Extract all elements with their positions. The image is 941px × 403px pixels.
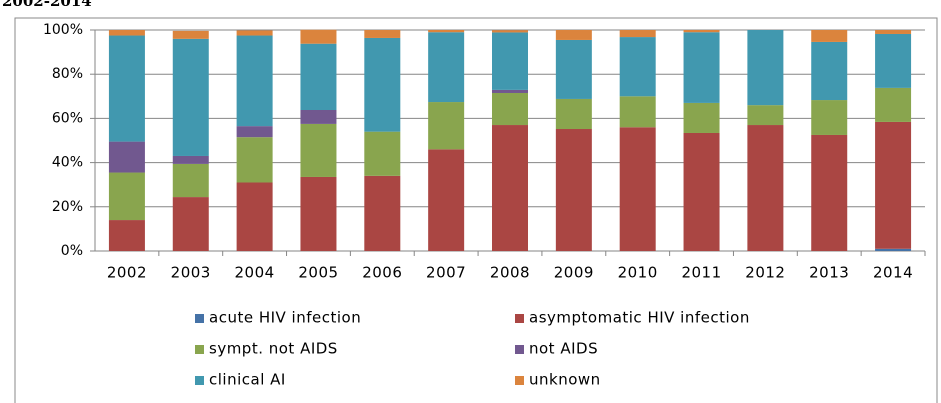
legend-label: not AIDS <box>529 340 598 358</box>
x-tick-label: 2004 <box>235 264 275 282</box>
x-tick-label: 2007 <box>426 264 466 282</box>
bar-segment <box>172 155 209 164</box>
bar-segment <box>428 102 465 150</box>
legend-swatch <box>515 345 524 354</box>
bar-segment <box>108 35 145 142</box>
bar-segment <box>364 131 401 176</box>
legend-label: unknown <box>529 371 601 389</box>
bar-segment <box>619 30 656 38</box>
bar-segment <box>811 100 848 135</box>
bar-segment <box>555 129 592 251</box>
bar-segment <box>747 30 784 106</box>
x-tick-label: 2013 <box>809 264 849 282</box>
legend-swatch <box>195 314 204 323</box>
bar-segment <box>683 132 720 251</box>
bar-segment <box>236 137 273 183</box>
bar-segment <box>172 197 209 251</box>
bar-segment <box>428 30 465 33</box>
bar-segment <box>300 176 337 251</box>
bar-segment <box>172 30 209 39</box>
bar-segment <box>875 248 912 251</box>
legend-swatch <box>195 345 204 354</box>
bar-segment <box>172 163 209 198</box>
bar-segment <box>492 32 528 90</box>
legend-swatch <box>515 314 524 323</box>
bar-segment <box>555 39 592 99</box>
bar-segment <box>747 105 784 126</box>
chart-title: 2002-2014 <box>2 0 92 10</box>
y-tick-label: 80% <box>52 66 83 82</box>
bar-segment <box>619 127 656 251</box>
bar-segment <box>364 37 401 132</box>
bar-segment <box>683 30 720 33</box>
bar-segment <box>492 92 528 126</box>
bar-segment <box>811 30 848 42</box>
bar-segment <box>492 125 528 251</box>
bar-segment <box>683 32 720 103</box>
x-tick-label: 2003 <box>171 264 211 282</box>
x-tick-label: 2005 <box>298 264 338 282</box>
bar-segment <box>236 182 273 251</box>
bar-segment <box>875 121 912 249</box>
legend-label: asymptomatic HIV infection <box>529 309 750 327</box>
bar-segment <box>300 43 337 111</box>
y-tick-label: 20% <box>52 199 83 215</box>
bar-segment <box>428 32 465 103</box>
bar-segment <box>811 41 848 101</box>
chart-frame <box>14 17 938 403</box>
x-tick-label: 2014 <box>873 264 913 282</box>
bar-segment <box>236 35 273 127</box>
bar-segment <box>747 125 784 251</box>
bar-segment <box>300 123 337 177</box>
legend-label: sympt. not AIDS <box>209 340 338 358</box>
bar-segment <box>108 141 145 173</box>
bar-segment <box>364 175 401 251</box>
bar-segment <box>875 30 912 34</box>
bar-segment <box>108 30 145 36</box>
x-tick-label: 2010 <box>618 264 658 282</box>
legend-label: clinical AI <box>209 371 286 389</box>
bar-segment <box>875 33 912 88</box>
bar-segment <box>555 98 592 130</box>
y-tick-label: 0% <box>61 243 83 259</box>
x-tick-label: 2008 <box>490 264 530 282</box>
bar-segment <box>300 29 337 44</box>
x-tick-label: 2006 <box>362 264 402 282</box>
bar-segment <box>236 30 273 36</box>
bar-segment <box>683 102 720 133</box>
y-tick-label: 100% <box>43 22 83 38</box>
bar-segment <box>875 87 912 122</box>
legend-swatch <box>515 376 524 385</box>
bar-segment <box>492 89 528 93</box>
bar-segment <box>619 96 656 128</box>
bar-segment <box>619 37 656 97</box>
bar-segment <box>492 30 528 33</box>
bar-segment <box>811 134 848 251</box>
x-tick-label: 2011 <box>681 264 721 282</box>
x-tick-label: 2002 <box>107 264 147 282</box>
bar-segment <box>364 30 401 38</box>
bar-segment <box>108 220 145 251</box>
bar-segment <box>555 30 592 40</box>
bar-segment <box>236 126 273 138</box>
legend-swatch <box>195 376 204 385</box>
bar-segment <box>108 172 145 221</box>
x-tick-label: 2009 <box>554 264 594 282</box>
y-tick-label: 40% <box>52 155 83 171</box>
bar-segment <box>428 149 465 251</box>
bar-segment <box>172 38 209 156</box>
bar-segment <box>300 110 337 124</box>
x-tick-label: 2012 <box>745 264 785 282</box>
y-tick-label: 60% <box>52 110 83 126</box>
legend-label: acute HIV infection <box>209 309 361 327</box>
